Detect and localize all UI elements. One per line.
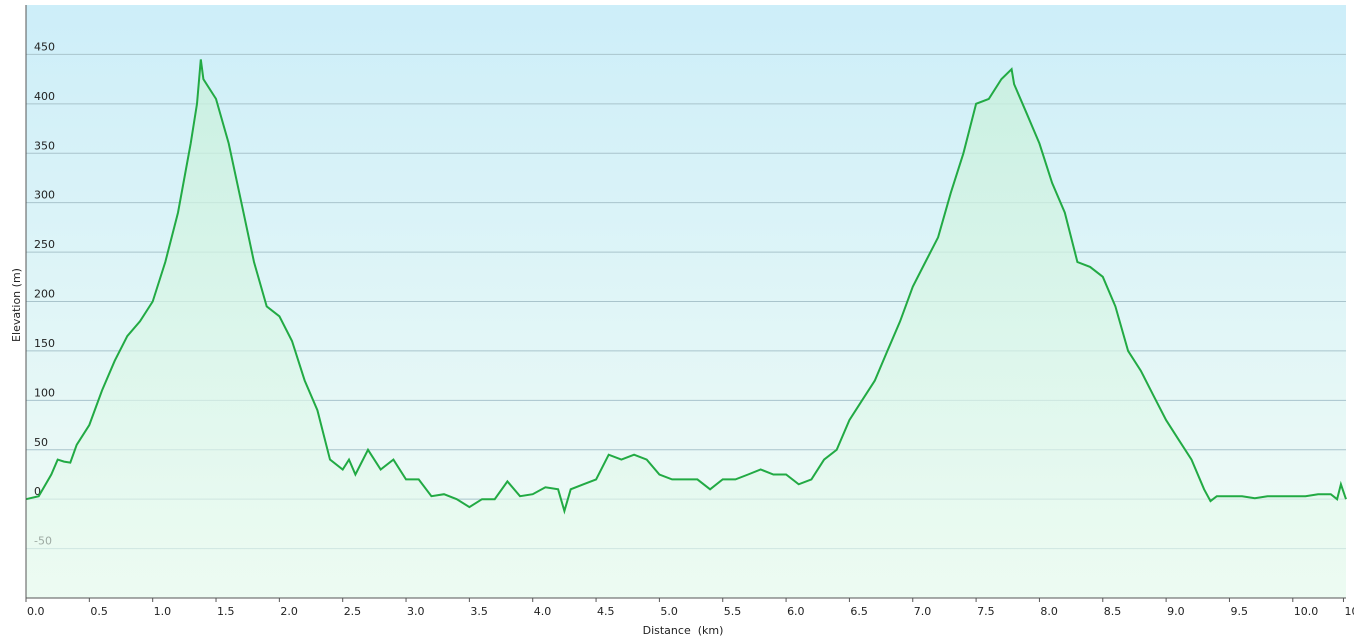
y-tick-label: 250: [34, 238, 55, 251]
x-tick-label: 7.0: [914, 605, 932, 618]
y-tick-label: 150: [34, 337, 55, 350]
x-tick-label: 4.5: [597, 605, 615, 618]
x-tick-label: 7.5: [977, 605, 995, 618]
x-tick-label: 1.5: [217, 605, 235, 618]
x-axis-label: Distance (km): [643, 624, 724, 637]
y-tick-label: 350: [34, 139, 55, 152]
x-tick-label: 6.5: [850, 605, 868, 618]
x-tick-label: 3.0: [407, 605, 425, 618]
x-tick-label: 8.0: [1040, 605, 1058, 618]
y-tick-label: 100: [34, 386, 55, 399]
x-tick-label: 10.4: [1344, 605, 1354, 618]
elevation-line: [25, 59, 1347, 515]
x-tick-label: 3.5: [470, 605, 488, 618]
x-tick-label: 2.0: [280, 605, 298, 618]
y-tick-label: 50: [34, 436, 48, 449]
x-tick-label: 2.5: [344, 605, 362, 618]
x-tick-label: 4.0: [534, 605, 552, 618]
x-tick-label: 5.5: [724, 605, 742, 618]
y-axis-label: Elevation (m): [10, 268, 23, 342]
x-tick-label: 9.0: [1167, 605, 1185, 618]
y-tick-label: 400: [34, 90, 55, 103]
x-tick-label: 1.0: [154, 605, 172, 618]
x-tick-label: 0.0: [27, 605, 45, 618]
area-fill: [26, 59, 1346, 598]
x-tick-label: 10.0: [1294, 605, 1319, 618]
x-tick-label: 8.5: [1104, 605, 1122, 618]
x-tick-label: 0.5: [90, 605, 108, 618]
y-tick-label: 300: [34, 189, 55, 202]
x-tick-label: 9.5: [1230, 605, 1248, 618]
y-tick-label: 200: [34, 288, 55, 301]
y-tick-label: 0: [34, 485, 41, 498]
y-tick-label: 450: [34, 40, 55, 53]
x-tick-label: 6.0: [787, 605, 805, 618]
x-tick-label: 5.0: [660, 605, 678, 618]
